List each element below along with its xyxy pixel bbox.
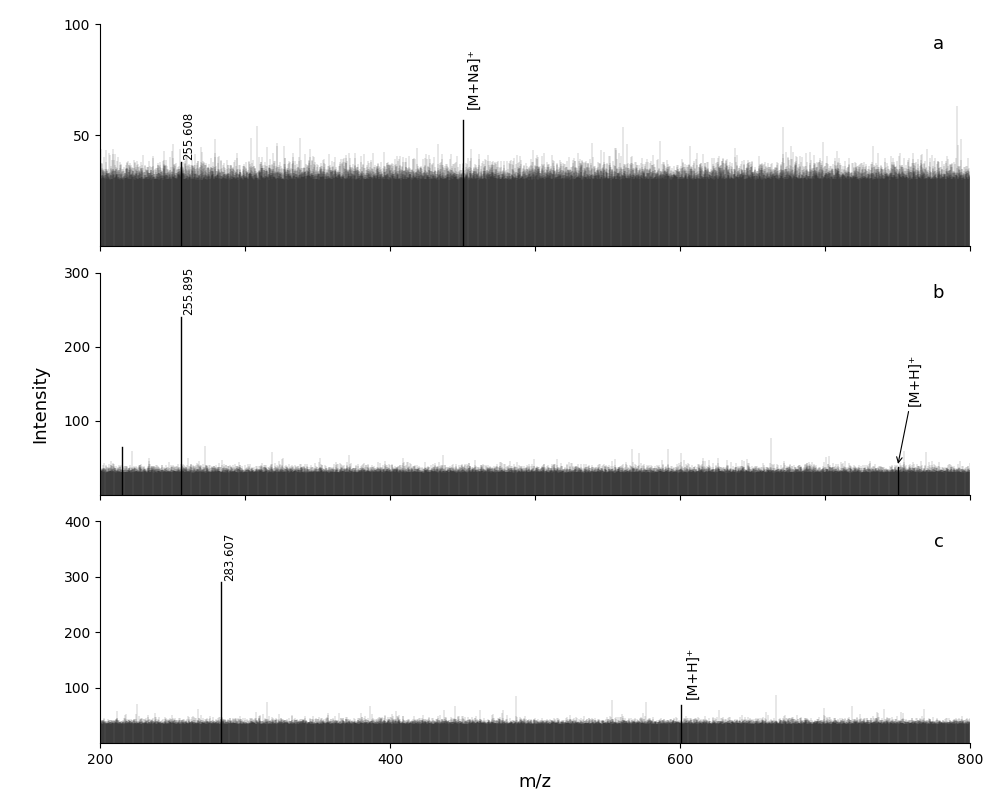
Text: a: a: [933, 36, 944, 53]
Text: Intensity: Intensity: [31, 365, 49, 443]
Text: c: c: [934, 532, 944, 550]
Text: 255.608: 255.608: [182, 112, 195, 160]
Text: [M+H]⁺: [M+H]⁺: [897, 354, 922, 463]
Text: 255.895: 255.895: [182, 267, 195, 315]
Text: [M+H]⁺: [M+H]⁺: [686, 646, 700, 699]
Text: b: b: [932, 284, 944, 302]
X-axis label: m/z: m/z: [518, 772, 552, 791]
Text: 283.607: 283.607: [223, 532, 236, 581]
Text: [M+Na]⁺: [M+Na]⁺: [467, 48, 481, 108]
